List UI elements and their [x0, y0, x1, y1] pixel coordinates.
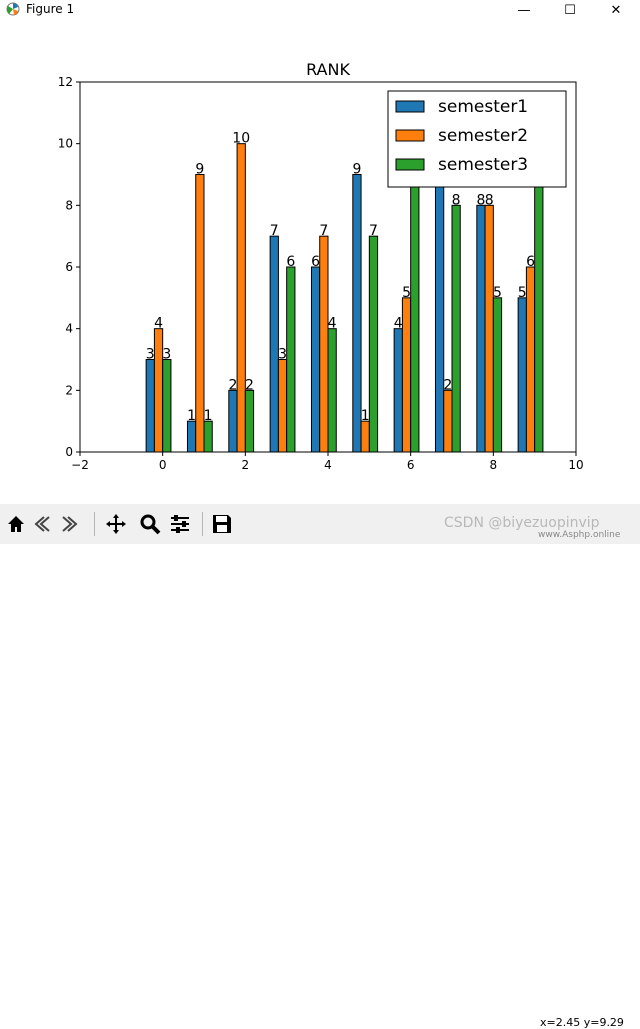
- bar-semester1-1: [186, 420, 197, 453]
- window-title: Figure 1: [26, 2, 75, 16]
- legend-swatch-semester2: [395, 129, 425, 142]
- bar-semester2-3: [277, 359, 288, 453]
- data-label-semester3-2: 2: [245, 377, 254, 393]
- bar-semester3-3: [286, 266, 296, 453]
- bar-semester2-7: [443, 389, 453, 453]
- chart-title: RANK: [306, 60, 350, 79]
- bar-semester3-1: [203, 420, 213, 453]
- bar-semester2-2: [236, 143, 246, 453]
- configure-icon[interactable]: [168, 512, 192, 536]
- data-label-semester3-3: 6: [286, 254, 295, 270]
- legend-swatch-semester1: [395, 100, 425, 113]
- y-tick-label: 2: [65, 383, 73, 397]
- data-label-semester2-5: 1: [361, 408, 370, 424]
- toolbar-separator: [94, 512, 95, 536]
- data-label-semester1-4: 6: [311, 254, 320, 270]
- y-tick-label: 10: [58, 137, 73, 151]
- data-label-semester2-7: 2: [443, 377, 452, 393]
- zoom-icon[interactable]: [138, 512, 162, 536]
- bar-semester3-9: [534, 174, 544, 453]
- y-tick-label: 6: [65, 260, 73, 274]
- data-label-semester2-3: 3: [278, 347, 287, 363]
- x-tick-label: 2: [242, 458, 250, 472]
- minimize-button[interactable]: —: [517, 2, 531, 18]
- bar-semester1-2: [228, 389, 238, 453]
- data-label-semester3-8: 5: [493, 285, 502, 301]
- bar-semester2-8: [484, 204, 494, 453]
- back-icon[interactable]: [30, 512, 54, 536]
- y-tick-label: 0: [65, 445, 73, 459]
- data-label-semester2-0: 4: [154, 316, 163, 332]
- bar-semester1-3: [269, 235, 279, 453]
- maximize-button[interactable]: ☐: [564, 2, 576, 18]
- close-button[interactable]: ✕: [610, 2, 622, 18]
- bar-semester2-5: [360, 420, 370, 453]
- bar-semester2-9: [525, 266, 536, 453]
- legend-swatch-semester3: [395, 158, 425, 171]
- data-label-semester1-2: 2: [228, 377, 237, 393]
- x-tick-label: 10: [568, 458, 583, 472]
- bar-semester2-4: [319, 235, 329, 453]
- window-titlebar: Figure 1 — ☐ ✕: [0, 0, 640, 20]
- bar-semester3-7: [451, 204, 461, 453]
- x-tick-label: 4: [324, 458, 332, 472]
- data-label-semester1-9: 5: [518, 285, 527, 301]
- x-tick-label: −2: [71, 458, 89, 472]
- y-tick-label: 4: [65, 322, 73, 336]
- y-tick-label: 12: [58, 75, 73, 89]
- home-icon[interactable]: [4, 512, 28, 536]
- bar-semester3-5: [368, 235, 379, 453]
- bar-semester1-0: [145, 359, 155, 453]
- data-label-semester3-0: 3: [162, 347, 171, 363]
- bar-semester1-7: [434, 143, 445, 453]
- data-label-semester1-1: 1: [187, 408, 196, 424]
- bar-semester3-0: [162, 359, 172, 453]
- data-label-semester3-5: 7: [369, 223, 378, 239]
- data-label-semester1-0: 3: [146, 347, 155, 363]
- bar-semester3-6: [410, 143, 420, 453]
- data-label-semester2-8: 8: [485, 192, 494, 208]
- bar-semester3-4: [327, 328, 337, 453]
- data-label-semester1-8: 8: [476, 192, 485, 208]
- bar-semester3-2: [244, 389, 255, 453]
- data-label-semester1-5: 9: [352, 162, 361, 178]
- legend-label-semester1: semester1: [438, 97, 528, 117]
- matplotlib-logo-icon: [6, 2, 20, 16]
- data-label-semester2-2: 10: [232, 131, 250, 147]
- x-tick-label: 6: [407, 458, 415, 472]
- data-label-semester3-4: 4: [328, 316, 337, 332]
- legend-label-semester2: semester2: [438, 126, 528, 146]
- data-label-semester2-9: 6: [526, 254, 535, 270]
- bar-semester1-4: [310, 266, 321, 453]
- cursor-coordinates: x=2.45 y=9.29: [540, 1016, 624, 1029]
- toolbar-separator: [202, 512, 203, 536]
- data-label-semester3-1: 1: [204, 408, 213, 424]
- legend-label-semester3: semester3: [438, 155, 528, 175]
- y-tick-label: 8: [65, 198, 73, 212]
- watermark-site: www.Asphp.online: [538, 530, 621, 540]
- bar-semester1-6: [393, 328, 403, 453]
- data-label-semester2-6: 5: [402, 285, 411, 301]
- data-label-semester1-3: 7: [270, 223, 279, 239]
- x-tick-label: 0: [159, 458, 167, 472]
- data-label-semester1-6: 4: [394, 316, 403, 332]
- data-label-semester2-4: 7: [319, 223, 328, 239]
- data-label-semester3-7: 8: [452, 192, 461, 208]
- bar-semester3-8: [492, 297, 503, 453]
- pan-icon[interactable]: [104, 512, 128, 536]
- navigation-toolbar: x=2.45 y=9.29: [0, 504, 640, 1029]
- watermark-text: CSDN @biyezuopinvip: [444, 515, 600, 531]
- bar-semester1-8: [476, 204, 486, 453]
- save-icon[interactable]: [210, 512, 234, 536]
- bar-semester1-9: [517, 297, 527, 453]
- rank-chart: RANK312769410854910371528631264710859−20…: [58, 60, 584, 472]
- bar-semester2-6: [401, 297, 412, 453]
- data-label-semester2-1: 9: [195, 162, 204, 178]
- forward-icon[interactable]: [58, 512, 82, 536]
- x-tick-label: 8: [490, 458, 498, 472]
